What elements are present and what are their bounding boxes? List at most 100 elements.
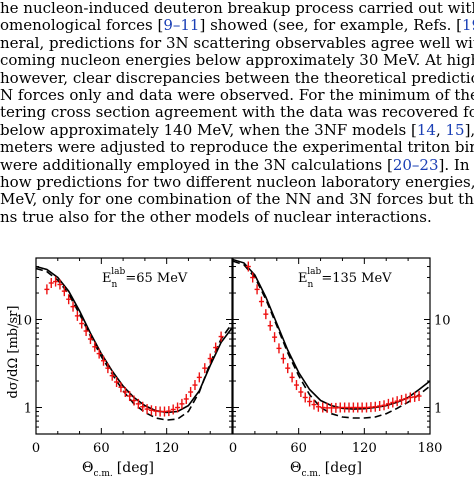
data-point [329,402,334,413]
data-point [285,363,291,374]
data-point [131,395,137,406]
data-point [385,398,391,409]
citation-link[interactable]: 15 [445,121,465,139]
data-point [355,402,361,413]
text-segment: were additionally employed in the 3N cal… [0,156,393,174]
data-point [390,397,396,408]
theory-curve-dashed [233,260,430,419]
data-point [48,277,54,288]
text-segment: ] showed (see, for example, Refs. [ [199,17,463,35]
data-point [66,294,72,305]
data-point [412,391,418,402]
annotation-prefix: E [102,271,112,286]
citation-link[interactable]: 20–23 [392,156,439,174]
text-line: meters were adjusted to reproduce the ex… [0,139,474,156]
text-line: below approximately 140 MeV, when the 3N… [0,122,474,139]
data-point [87,334,93,345]
data-point [161,406,167,417]
data-point [346,402,352,413]
data-point [170,404,176,415]
data-point [416,391,422,402]
data-point [96,348,102,359]
data-point [359,402,365,413]
text-segment: neral, predictions for 3N scattering obs… [0,34,474,52]
data-point [127,391,133,402]
citation-link[interactable]: 14 [416,121,436,139]
text-line: coming nucleon energies below approximat… [0,52,474,69]
y-tick-label: 10 [15,314,32,329]
text-segment: ns true also for the other models of nuc… [0,208,432,226]
data-point [144,404,150,415]
data-point [407,392,413,403]
data-point [70,301,76,312]
data-point [153,406,159,417]
energy-annotation: En lab=65 MeV [102,267,188,290]
data-point [114,376,120,387]
annotation-value: =135 MeV [321,271,392,286]
data-point [83,326,89,337]
data-point [57,279,63,290]
text-line: MeV, only for one combination of the NN … [0,191,474,208]
data-point [196,372,202,383]
text-line: tering cross section agreement with the … [0,104,474,121]
data-point [74,310,80,321]
text-segment: meters were adjusted to reproduce the ex… [0,139,474,157]
text-segment: coming nucleon energies below approximat… [0,52,474,70]
data-point [61,286,67,297]
annotation-sub: n [112,280,118,290]
data-point [399,394,405,405]
data-point [293,380,299,391]
x-label-main: Θ [290,460,301,476]
y-tick-label: 1 [434,402,442,417]
data-point [53,276,59,287]
data-point [289,372,295,383]
data-point [333,402,339,413]
text-line: he nucleon-induced deuteron breakup proc… [0,0,474,17]
data-point [188,387,194,398]
data-point [148,405,154,416]
text-segment: how predictions for two different nucleo… [0,173,474,191]
data-point [166,406,172,417]
data-point [250,272,256,283]
x-tick-label: 120 [154,441,179,456]
energy-annotation: En lab=135 MeV [298,267,392,290]
data-point [207,353,213,364]
data-point [218,331,224,342]
data-point [202,363,208,374]
text-line: ns true also for the other models of nuc… [0,209,474,226]
panel-frame [232,257,431,435]
y-axis-label: dσ/dΩ [mb/sr] [6,306,21,399]
x-axis-label: Θc.m. [deg] [82,460,154,479]
annotation-prefix: E [298,271,308,286]
text-segment: he nucleon-induced deuteron breakup proc… [0,0,474,17]
data-point [44,284,50,295]
theory-curve-solid [36,265,232,414]
data-point [320,402,326,413]
data-point [122,387,128,398]
paper-body-text: he nucleon-induced deuteron breakup proc… [0,0,474,226]
citation-link[interactable]: 9–11 [163,17,200,35]
text-segment: below approximately 140 MeV, when the 3N… [0,121,417,139]
data-point [307,396,313,407]
data-point [403,393,409,404]
data-point [272,332,278,343]
text-segment: ]. In Fig. [438,156,474,174]
text-segment: omenological forces [ [0,17,164,35]
x-label-sub: c.m. [93,469,112,479]
text-segment: MeV, only for one combination of the NN … [0,191,474,209]
citation-link[interactable]: 19–21 [462,17,474,35]
x-tick-label: 0 [229,441,237,456]
text-line: however, clear discrepancies between the… [0,70,474,87]
y-tick-label: 1 [24,402,32,417]
data-point [183,393,189,404]
text-line: how predictions for two different nucleo… [0,174,474,191]
x-label-unit: [deg] [325,460,362,476]
data-point [175,402,181,413]
text-segment: N forces only and data were observed. Fo… [0,86,474,104]
annotation-sup: lab [111,267,125,277]
data-point [109,370,115,381]
data-point [276,343,282,354]
data-point [179,398,185,409]
x-tick-label: 0 [32,441,40,456]
data-point [302,392,308,403]
